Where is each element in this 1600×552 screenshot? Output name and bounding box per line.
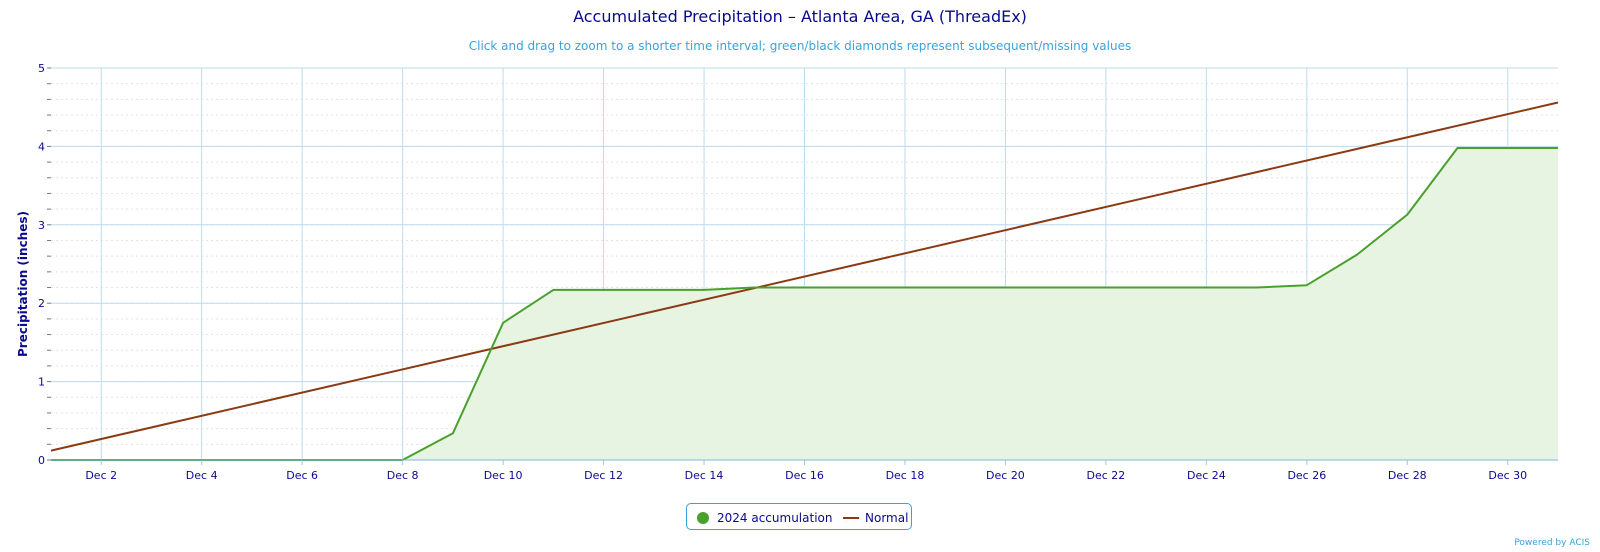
x-tick-label: Dec 30 xyxy=(1488,469,1527,482)
x-tick-label: Dec 26 xyxy=(1287,469,1326,482)
y-tick-label: 2 xyxy=(38,297,45,310)
accumulation-fill xyxy=(51,148,1558,460)
x-tick-label: Dec 28 xyxy=(1388,469,1427,482)
legend: 2024 accumulation Normal xyxy=(686,503,912,530)
x-tick-label: Dec 24 xyxy=(1187,469,1226,482)
normal-line xyxy=(50,101,1559,452)
legend-item-normal[interactable]: Normal xyxy=(843,504,908,531)
x-tick-label: Dec 8 xyxy=(387,469,419,482)
y-tick-label: 0 xyxy=(38,454,45,467)
plot-area[interactable]: 0 1 2 3 4 5 Dec 2 Dec 4 Dec 6 Dec 8 Dec 10 Dec 12 De… xyxy=(0,0,1600,500)
x-tick-label: Dec 20 xyxy=(986,469,1025,482)
x-tick-label: Dec 22 xyxy=(1087,469,1126,482)
x-tick-label: Dec 6 xyxy=(286,469,318,482)
x-tick-label: Dec 12 xyxy=(584,469,623,482)
credit-link[interactable]: Powered by ACIS xyxy=(1514,538,1590,548)
legend-line-icon xyxy=(843,516,859,519)
x-tick-label: Dec 2 xyxy=(85,469,117,482)
y-tick-label: 5 xyxy=(38,62,45,75)
legend-marker-icon xyxy=(697,511,709,524)
x-tick-label: Dec 4 xyxy=(186,469,218,482)
x-tick-label: Dec 16 xyxy=(785,469,824,482)
axes: 0 1 2 3 4 5 Dec 2 Dec 4 Dec 6 Dec 8 Dec 10 Dec 12 De… xyxy=(38,62,1558,482)
y-tick-label: 4 xyxy=(38,140,45,153)
chart-subtitle: Click and drag to zoom to a shorter time… xyxy=(468,39,1132,53)
legend-label-normal: Normal xyxy=(865,510,909,525)
x-tick-label: Dec 10 xyxy=(484,469,523,482)
y-tick-label: 1 xyxy=(38,376,45,389)
legend-label-accumulation: 2024 accumulation xyxy=(717,510,833,525)
accumulation-area xyxy=(51,148,1558,460)
chart-title: Accumulated Precipitation – Atlanta Area… xyxy=(573,7,1027,26)
legend-item-accumulation[interactable]: 2024 accumulation xyxy=(697,504,832,531)
y-tick-label: 3 xyxy=(38,219,45,232)
x-tick-label: Dec 14 xyxy=(685,469,724,482)
x-tick-label: Dec 18 xyxy=(886,469,925,482)
